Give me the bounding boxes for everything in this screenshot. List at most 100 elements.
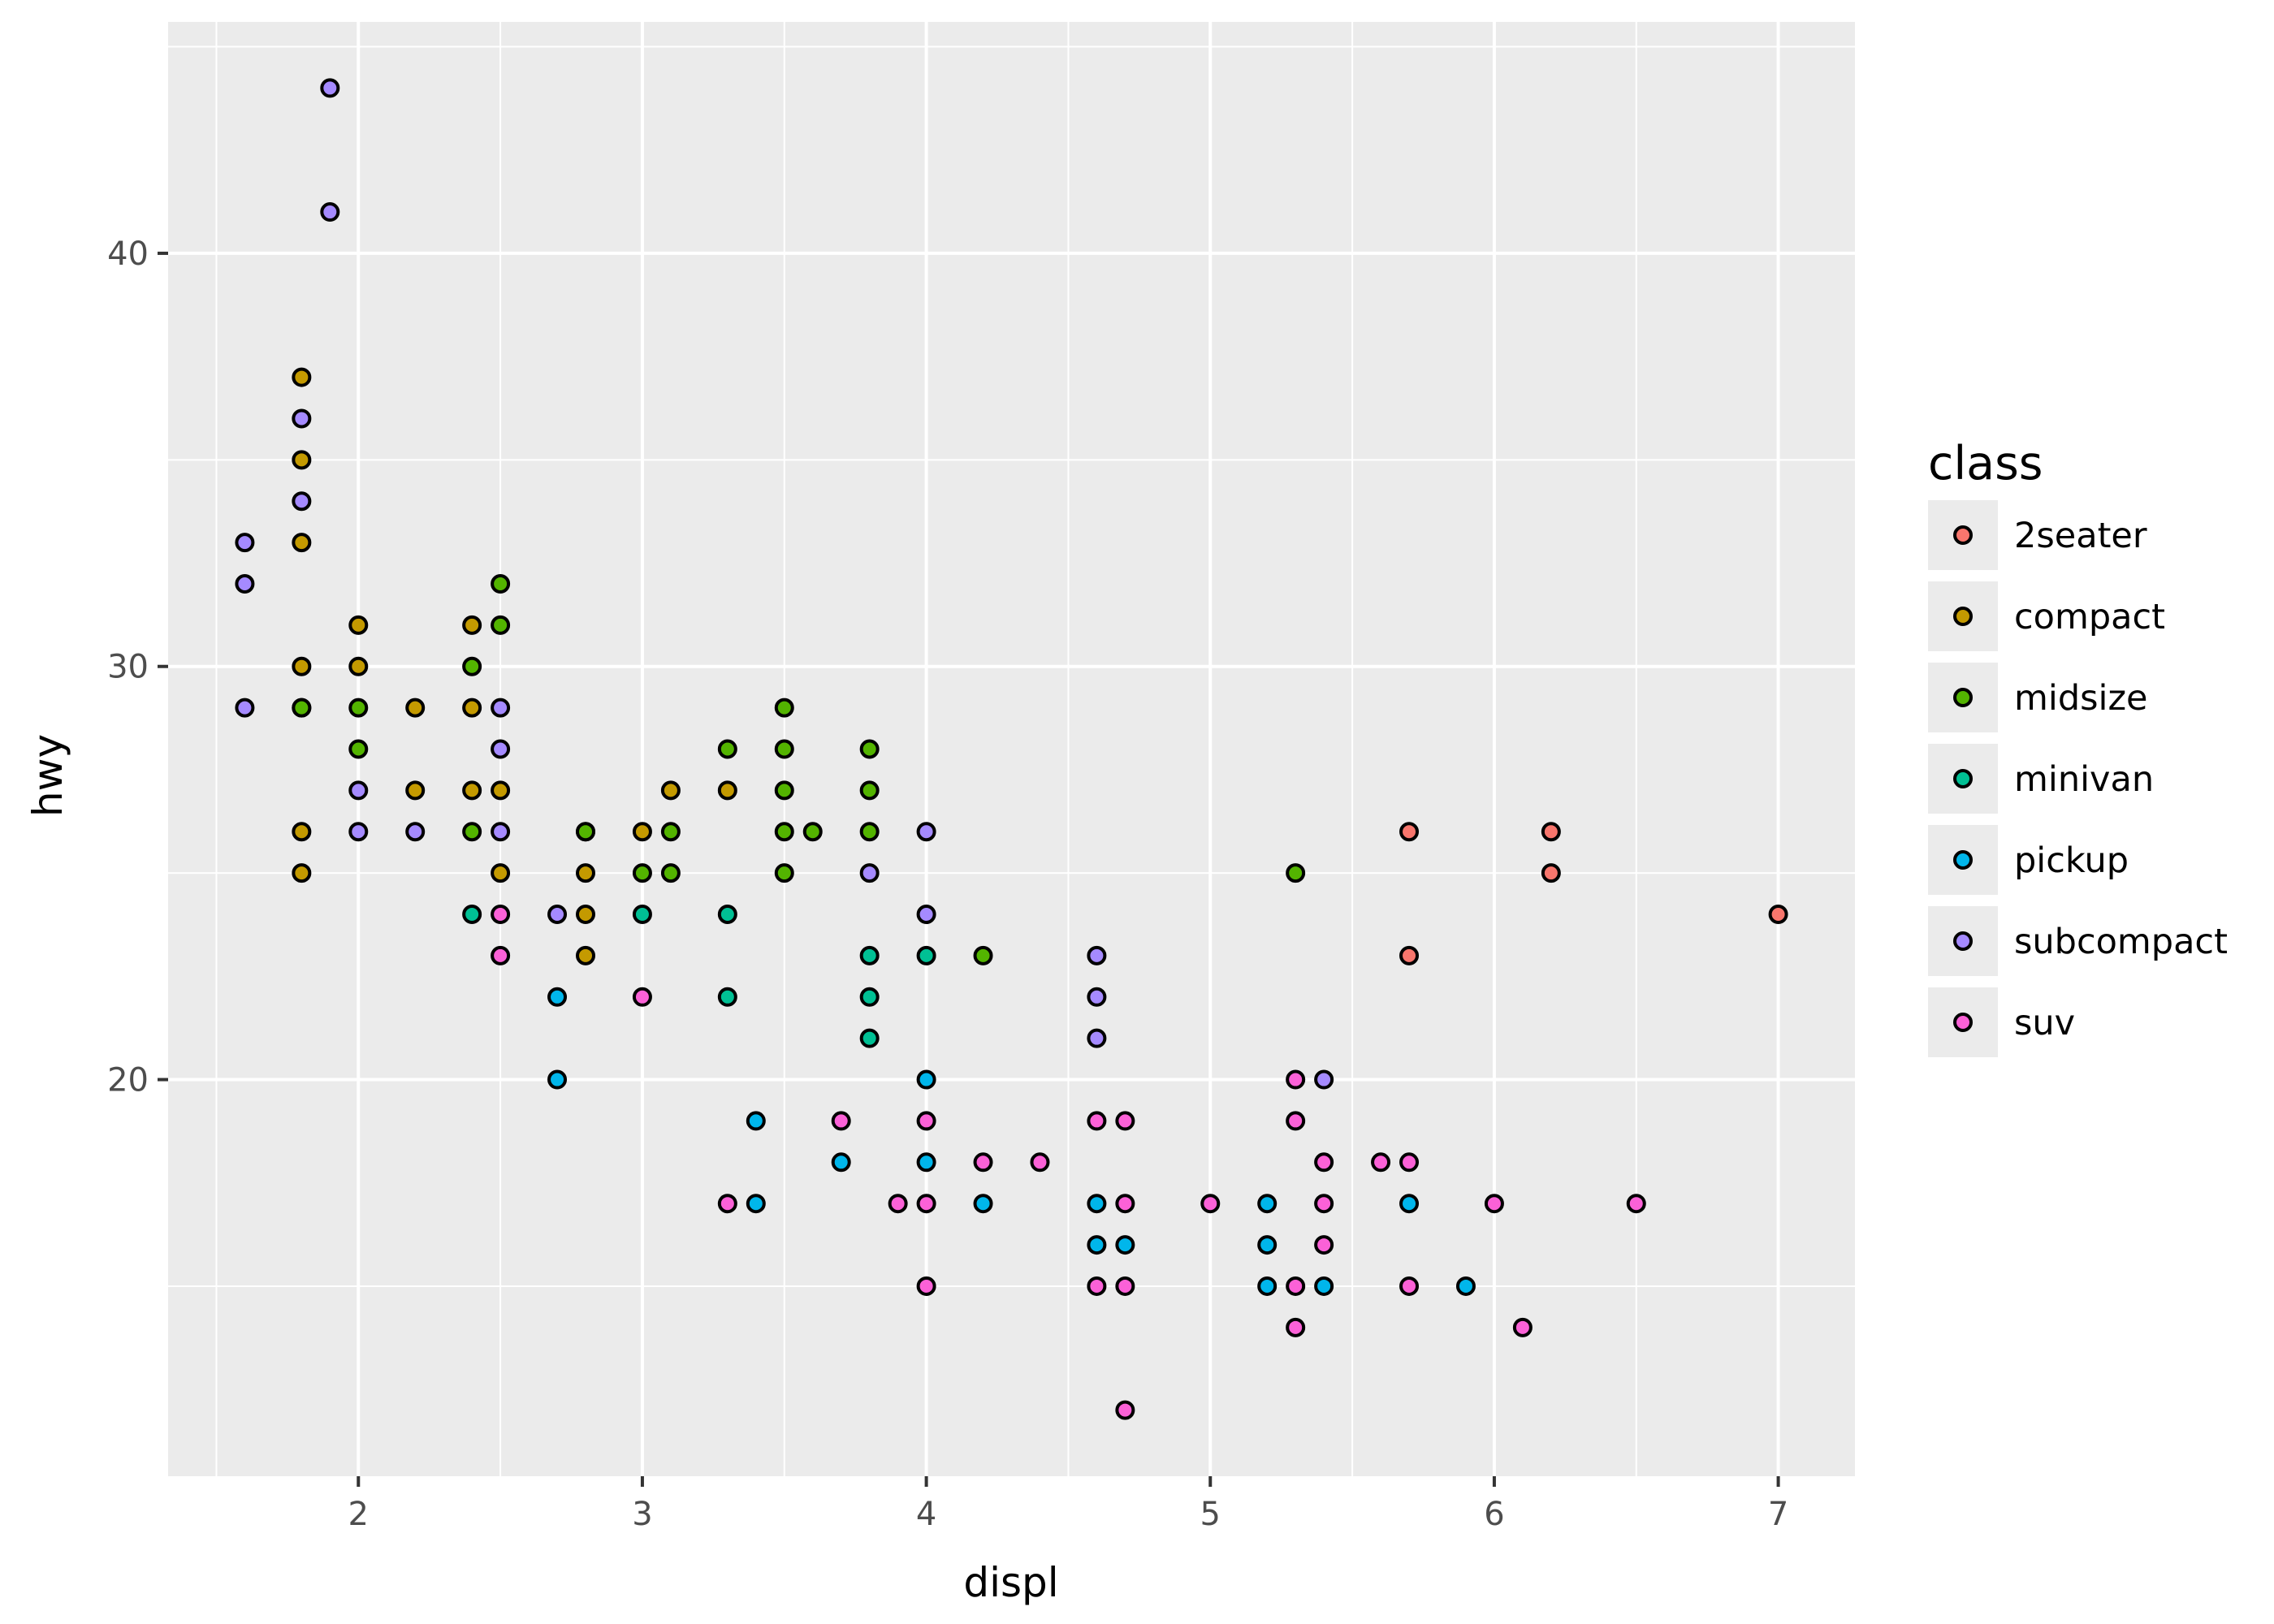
data-point [235, 533, 255, 553]
data-point [320, 78, 340, 98]
y-axis-title: hwy [24, 734, 71, 817]
data-point [1455, 1276, 1476, 1296]
x-tick-label: 7 [1768, 1496, 1788, 1533]
data-point [348, 615, 369, 635]
data-point [717, 905, 737, 925]
data-point [973, 945, 993, 965]
data-point [916, 1194, 936, 1214]
data-point [1286, 863, 1306, 883]
data-point [660, 863, 681, 883]
data-point [405, 698, 426, 718]
legend-key-swatch [1953, 931, 1973, 951]
data-point [292, 367, 312, 387]
legend-label: 2seater [2014, 516, 2147, 556]
data-point [576, 945, 596, 965]
data-point [292, 533, 312, 553]
data-point [1371, 1152, 1391, 1173]
data-point [1768, 905, 1788, 925]
data-point [1257, 1194, 1278, 1214]
data-point [717, 739, 737, 759]
data-point [1541, 863, 1561, 883]
legend-key-swatch [1953, 769, 1973, 788]
legend-label: suv [2014, 1003, 2075, 1043]
data-point [1541, 822, 1561, 842]
legend-keys: 2seater compact midsize minivan pickup subcom… [1928, 500, 2228, 1057]
data-point [1399, 822, 1420, 842]
data-point [1484, 1194, 1504, 1214]
data-point [547, 905, 568, 925]
legend-label: midsize [2014, 678, 2148, 719]
x-tick-label: 3 [632, 1496, 652, 1533]
data-point [916, 822, 936, 842]
data-point [859, 1028, 880, 1048]
legend-label: minivan [2014, 759, 2154, 800]
data-point [660, 822, 681, 842]
x-tick-label: 4 [916, 1496, 936, 1533]
data-point [888, 1194, 908, 1214]
data-point [859, 987, 880, 1007]
y-tick-label: 30 [107, 649, 149, 686]
data-point [491, 780, 511, 801]
data-point [859, 822, 880, 842]
data-point [491, 945, 511, 965]
data-point [916, 1111, 936, 1131]
data-point [1512, 1317, 1533, 1337]
data-point [1030, 1152, 1050, 1173]
data-point [717, 987, 737, 1007]
data-point [1200, 1194, 1221, 1214]
data-point [491, 615, 511, 635]
data-point [462, 656, 482, 676]
data-point [1115, 1276, 1135, 1296]
data-point [916, 1152, 936, 1173]
data-point [576, 863, 596, 883]
data-point [292, 450, 312, 470]
data-point [717, 1194, 737, 1214]
data-point [1399, 1276, 1420, 1296]
data-point [1087, 987, 1107, 1007]
data-point [632, 905, 652, 925]
data-point [292, 698, 312, 718]
x-tick-label: 6 [1484, 1496, 1504, 1533]
data-point [1314, 1235, 1334, 1255]
data-point [1087, 1028, 1107, 1048]
data-point [1314, 1194, 1334, 1214]
data-point [547, 987, 568, 1007]
data-point [1257, 1235, 1278, 1255]
data-point [859, 863, 880, 883]
data-point [292, 491, 312, 512]
data-point [632, 987, 652, 1007]
x-tick-label: 5 [1200, 1496, 1221, 1533]
x-axis: 2 3 4 5 6 7 [348, 1476, 1788, 1533]
y-axis: 20 30 40 [107, 235, 168, 1099]
data-point [1314, 1069, 1334, 1090]
data-point [405, 822, 426, 842]
data-point [462, 780, 482, 801]
data-point [774, 822, 794, 842]
data-point [292, 408, 312, 429]
panel-background [168, 22, 1855, 1476]
y-tick-label: 40 [107, 235, 149, 273]
data-point [774, 698, 794, 718]
data-point [462, 698, 482, 718]
data-point [1087, 1235, 1107, 1255]
data-point [1399, 1152, 1420, 1173]
data-point [235, 573, 255, 594]
data-point [348, 780, 369, 801]
data-point [320, 202, 340, 222]
data-point [1115, 1400, 1135, 1420]
data-point [405, 780, 426, 801]
legend: class 2seater compact midsize minivan pickup… [1928, 437, 2228, 1057]
data-point [491, 905, 511, 925]
data-point [491, 822, 511, 842]
data-point [831, 1111, 851, 1131]
data-point [916, 1276, 936, 1296]
x-axis-title: displ [963, 1559, 1058, 1606]
data-point [1314, 1276, 1334, 1296]
data-point [859, 780, 880, 801]
data-point [292, 656, 312, 676]
data-point [462, 615, 482, 635]
data-point [348, 822, 369, 842]
data-point [746, 1194, 766, 1214]
data-point [1115, 1235, 1135, 1255]
